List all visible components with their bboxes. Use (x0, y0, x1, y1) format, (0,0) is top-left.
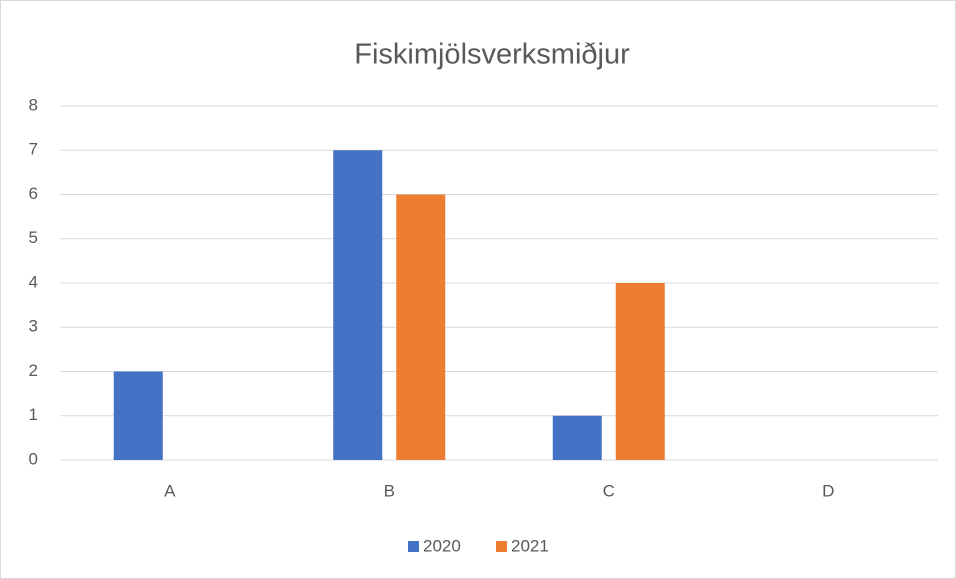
x-tick-label: D (822, 481, 834, 500)
y-tick-label: 7 (29, 140, 38, 159)
y-tick-label: 8 (29, 95, 38, 114)
bar (396, 194, 446, 460)
y-tick-label: 1 (29, 405, 38, 424)
bar (615, 283, 665, 460)
y-tick-label: 0 (29, 449, 38, 468)
y-tick-label: 4 (29, 272, 38, 291)
bar (333, 150, 383, 460)
bar (113, 371, 163, 460)
y-tick-label: 3 (29, 317, 38, 336)
legend-label: 2020 (423, 536, 461, 555)
y-tick-label: 5 (29, 228, 38, 247)
x-tick-label: B (384, 481, 395, 500)
y-tick-label: 2 (29, 361, 38, 380)
legend-label: 2021 (511, 536, 549, 555)
x-tick-label: C (603, 481, 615, 500)
legend-swatch (496, 541, 507, 552)
chart-title: Fiskimjölsverksmiðjur (354, 39, 630, 71)
y-tick-label: 6 (29, 184, 38, 203)
legend-swatch (408, 541, 419, 552)
bar (552, 415, 602, 460)
x-tick-label: A (164, 481, 176, 500)
